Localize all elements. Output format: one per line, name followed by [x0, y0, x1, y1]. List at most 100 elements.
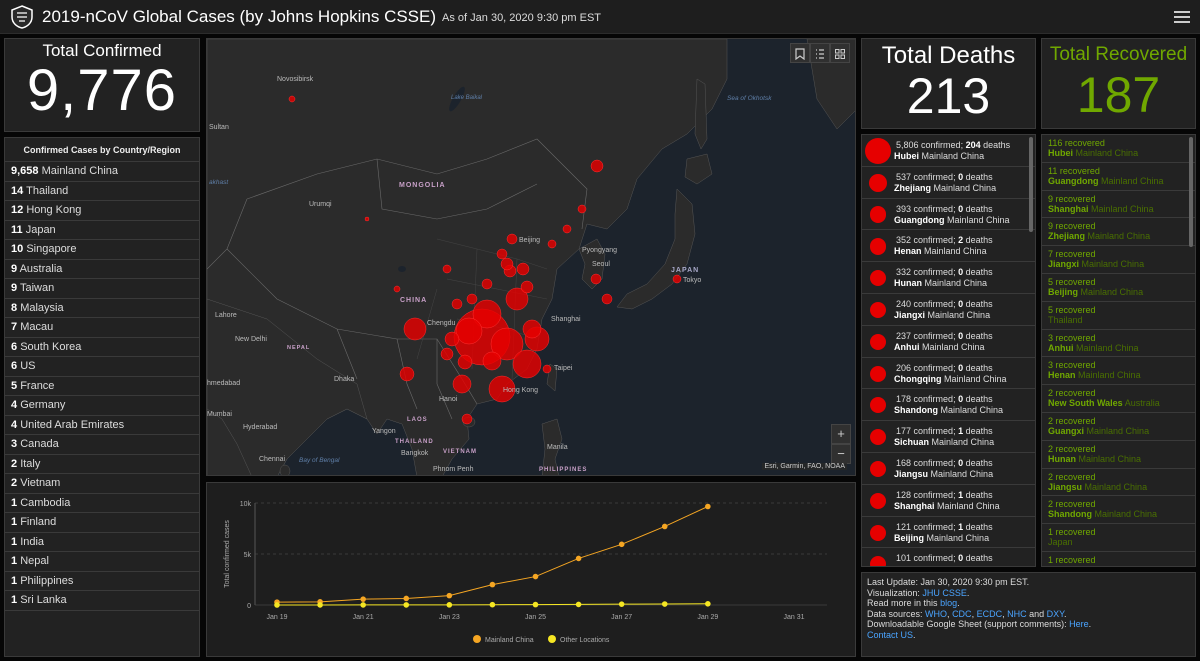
- case-bubble[interactable]: [399, 366, 415, 382]
- recovered-row[interactable]: 11 recovered Guangdong Mainland China: [1042, 163, 1195, 191]
- case-bubble[interactable]: [482, 351, 502, 371]
- recovered-row[interactable]: 2 recovered Guangxi Mainland China: [1042, 413, 1195, 441]
- province-row[interactable]: 177 confirmed; 1 deaths Sichuan Mainland …: [862, 421, 1035, 453]
- case-bubble[interactable]: [461, 413, 473, 425]
- case-bubble[interactable]: [288, 95, 296, 103]
- recovered-row[interactable]: 1 recovered: [1042, 552, 1195, 566]
- case-bubble[interactable]: [466, 293, 478, 305]
- case-bubble[interactable]: [364, 216, 370, 222]
- country-row[interactable]: 9 Australia: [5, 260, 199, 279]
- case-bubble[interactable]: [547, 239, 557, 249]
- case-bubble[interactable]: [444, 331, 460, 347]
- case-bubbles[interactable]: [288, 95, 682, 425]
- country-row[interactable]: 6 South Korea: [5, 338, 199, 357]
- case-bubble[interactable]: [490, 327, 524, 361]
- country-row[interactable]: 7 Macau: [5, 318, 199, 338]
- blog-link[interactable]: blog: [940, 598, 958, 608]
- case-bubble[interactable]: [455, 317, 483, 345]
- country-row[interactable]: 2 Vietnam: [5, 474, 199, 494]
- country-row[interactable]: 11 Japan: [5, 221, 199, 240]
- case-bubble[interactable]: [512, 349, 542, 379]
- who-link[interactable]: WHO: [925, 608, 948, 619]
- province-row[interactable]: 393 confirmed; 0 deaths Guangdong Mainlan…: [862, 199, 1035, 231]
- country-row[interactable]: 1 Cambodia: [5, 494, 199, 513]
- case-bubble[interactable]: [577, 204, 587, 214]
- country-row[interactable]: 1 India: [5, 533, 199, 552]
- dxy-link[interactable]: DXY: [1046, 608, 1065, 619]
- case-bubble[interactable]: [520, 280, 534, 294]
- deaths-list-panel[interactable]: 5,806 confirmed; 204 deaths Hubei Mainlan…: [861, 134, 1036, 567]
- bookmark-icon[interactable]: [790, 43, 810, 63]
- recovered-row[interactable]: 7 recovered Jiangxi Mainland China: [1042, 246, 1195, 274]
- country-row[interactable]: 2 Italy: [5, 455, 199, 474]
- recovered-row[interactable]: 2 recovered Shandong Mainland China: [1042, 496, 1195, 525]
- case-bubble[interactable]: [542, 364, 552, 374]
- nhc-link[interactable]: NHC: [1007, 608, 1027, 619]
- country-row[interactable]: 9 Taiwan: [5, 279, 199, 299]
- case-bubble[interactable]: [522, 319, 542, 339]
- province-row[interactable]: 128 confirmed; 1 deaths Shanghai Mainland…: [862, 485, 1035, 517]
- province-row[interactable]: 178 confirmed; 0 deaths Shandong Mainland…: [862, 389, 1035, 422]
- legend-list-icon[interactable]: [810, 43, 830, 63]
- country-row[interactable]: 6 US: [5, 357, 199, 377]
- country-row[interactable]: 1 Finland: [5, 513, 199, 533]
- recovered-row[interactable]: 3 recovered Anhui Mainland China: [1042, 330, 1195, 358]
- province-row[interactable]: 537 confirmed; 0 deaths Zhejiang Mainland…: [862, 167, 1035, 199]
- case-bubble[interactable]: [590, 273, 602, 285]
- country-row[interactable]: 9,658 Mainland China: [5, 162, 199, 182]
- country-row[interactable]: 14 Thailand: [5, 182, 199, 201]
- country-row[interactable]: 1 Nepal: [5, 552, 199, 572]
- case-bubble[interactable]: [457, 354, 473, 370]
- country-row[interactable]: 1 Sri Lanka: [5, 591, 199, 611]
- case-bubble[interactable]: [500, 257, 514, 271]
- recovered-row[interactable]: 3 recovered Henan Mainland China: [1042, 357, 1195, 386]
- here-link[interactable]: Here: [1069, 619, 1089, 629]
- country-row[interactable]: 4 Germany: [5, 396, 199, 416]
- menu-icon[interactable]: [1174, 8, 1190, 24]
- case-bubble[interactable]: [505, 287, 529, 311]
- province-row[interactable]: 101 confirmed; 0 deaths: [862, 548, 1035, 566]
- case-bubble[interactable]: [403, 317, 427, 341]
- recovered-row[interactable]: 5 recovered Thailand: [1042, 302, 1195, 330]
- recovered-row[interactable]: 9 recovered Shanghai Mainland China: [1042, 191, 1195, 219]
- province-row[interactable]: 352 confirmed; 2 deaths Henan Mainland Ch…: [862, 230, 1035, 263]
- case-bubble[interactable]: [506, 233, 518, 245]
- country-row[interactable]: 4 United Arab Emirates: [5, 416, 199, 435]
- province-row[interactable]: 240 confirmed; 0 deaths Jiangxi Mainland …: [862, 294, 1035, 326]
- case-bubble[interactable]: [496, 248, 508, 260]
- case-bubble[interactable]: [472, 299, 502, 329]
- case-bubble[interactable]: [442, 264, 452, 274]
- province-row[interactable]: 206 confirmed; 0 deaths Chongqing Mainlan…: [862, 358, 1035, 390]
- case-bubble[interactable]: [601, 293, 613, 305]
- case-bubble[interactable]: [393, 285, 401, 293]
- country-row[interactable]: 10 Singapore: [5, 240, 199, 260]
- province-row[interactable]: 237 confirmed; 0 deaths Anhui Mainland Ch…: [862, 326, 1035, 358]
- map-canvas[interactable]: [207, 39, 856, 476]
- scrollbar[interactable]: [1029, 137, 1033, 232]
- case-bubble[interactable]: [488, 375, 516, 403]
- recovered-row[interactable]: 2 recovered New South Wales Australia: [1042, 385, 1195, 413]
- contact-us-link[interactable]: Contact US: [867, 629, 914, 640]
- country-row[interactable]: 5 France: [5, 377, 199, 396]
- case-bubble[interactable]: [481, 278, 493, 290]
- case-bubble[interactable]: [452, 374, 472, 394]
- province-row[interactable]: 168 confirmed; 0 deaths Jiangsu Mainland …: [862, 453, 1035, 485]
- case-bubble[interactable]: [516, 262, 530, 276]
- jhu-csse-link[interactable]: JHU CSSE: [922, 587, 967, 598]
- recovered-row[interactable]: 5 recovered Beijing Mainland China: [1042, 274, 1195, 302]
- recovered-list-panel[interactable]: 116 recovered Hubei Mainland China 11 reco…: [1041, 134, 1196, 567]
- country-row[interactable]: 8 Malaysia: [5, 299, 199, 318]
- recovered-row[interactable]: 2 recovered Hunan Mainland China: [1042, 441, 1195, 469]
- country-row[interactable]: 12 Hong Kong: [5, 201, 199, 221]
- scrollbar[interactable]: [1189, 137, 1193, 247]
- country-row[interactable]: 1 Philippines: [5, 572, 199, 591]
- case-bubble[interactable]: [672, 274, 682, 284]
- recovered-row[interactable]: 9 recovered Zhejiang Mainland China: [1042, 218, 1195, 247]
- case-bubble[interactable]: [562, 224, 572, 234]
- recovered-row[interactable]: 2 recovered Jiangsu Mainland China: [1042, 469, 1195, 497]
- recovered-row[interactable]: 116 recovered Hubei Mainland China: [1042, 135, 1195, 163]
- province-row[interactable]: 5,806 confirmed; 204 deaths Hubei Mainlan…: [862, 135, 1035, 167]
- zoom-in-button[interactable]: +: [831, 424, 851, 444]
- case-bubble[interactable]: [440, 347, 454, 361]
- basemap-gallery-icon[interactable]: [830, 43, 850, 63]
